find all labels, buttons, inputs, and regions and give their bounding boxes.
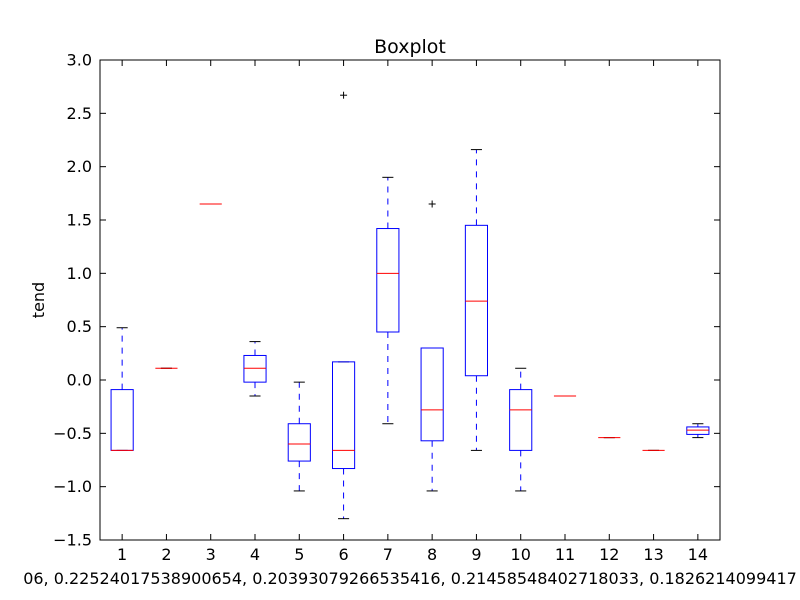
x-tick-label: 10 (511, 545, 531, 564)
axis-ticks: −1.5−1.0−0.50.00.51.01.52.02.53.01 2 3 4 5 6 7… (53, 51, 720, 564)
box-9 (464, 149, 489, 451)
y-tick-label: −1.0 (53, 477, 92, 496)
x-tick-label: 9 (471, 545, 481, 564)
x-tick-label: 14 (688, 545, 708, 564)
box-body (509, 389, 533, 451)
y-tick-label: −0.5 (53, 424, 92, 443)
box-6 (332, 91, 356, 520)
box-8 (420, 200, 444, 492)
y-axis-label: tend (29, 282, 48, 318)
box-4 (243, 341, 267, 397)
x-tick-label: 8 (427, 545, 437, 564)
box-body (376, 228, 400, 333)
box-body (420, 347, 444, 442)
x-tick-label: 12 (599, 545, 619, 564)
x-tick-label: 7 (383, 545, 393, 564)
chart-title: Boxplot (374, 36, 446, 58)
x-tick-label: 2 (161, 545, 171, 564)
x-tick-label: 4 (250, 545, 260, 564)
y-tick-label: −1.5 (53, 531, 92, 550)
box-1 (110, 327, 134, 451)
x-tick-label: 3 (206, 545, 216, 564)
box-body (464, 224, 489, 377)
x-tick-label: 13 (643, 545, 663, 564)
x-tick-label: 5 (294, 545, 304, 564)
box-7 (376, 176, 400, 425)
y-tick-label: 1.0 (67, 264, 92, 283)
plot-area (110, 91, 710, 520)
box-body (686, 426, 710, 435)
axes-frame (99, 59, 721, 541)
x-tick-label: 6 (338, 545, 348, 564)
x-tick-label: 1 (117, 545, 127, 564)
x-tick-label: 11 (555, 545, 575, 564)
y-tick-label: 0.0 (67, 371, 92, 390)
y-tick-label: 1.5 (67, 211, 92, 230)
box-10 (509, 367, 533, 492)
y-tick-label: 3.0 (67, 51, 92, 70)
y-tick-label: 2.0 (67, 157, 92, 176)
x-axis-label: 06, 0.2252401753890065​4, 0.203930792665… (23, 569, 797, 588)
box-body (243, 354, 267, 383)
box-body (287, 423, 311, 462)
y-tick-label: 2.5 (67, 104, 92, 123)
y-tick-label: 0.5 (67, 317, 92, 336)
box-body (332, 361, 356, 470)
box-5 (287, 381, 311, 492)
box-14 (686, 423, 710, 439)
